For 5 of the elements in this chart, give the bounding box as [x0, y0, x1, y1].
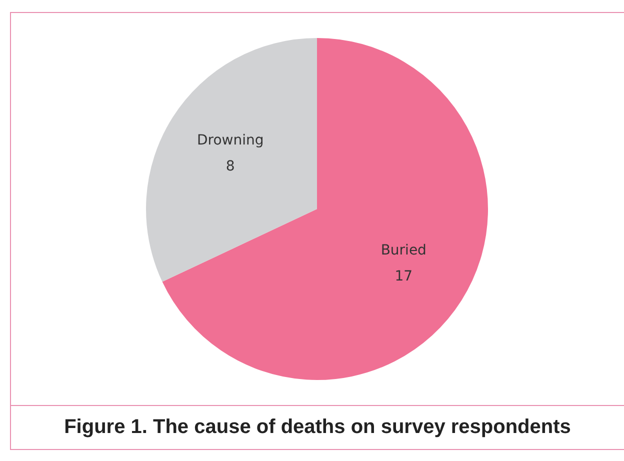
slice-label: Drowning — [196, 132, 264, 149]
data-label: 8 — [226, 158, 235, 175]
slice-label: Buried — [380, 242, 426, 259]
caption: Figure 1. The cause of deaths on survey respondents — [64, 416, 571, 439]
data-label: 17 — [394, 268, 413, 285]
